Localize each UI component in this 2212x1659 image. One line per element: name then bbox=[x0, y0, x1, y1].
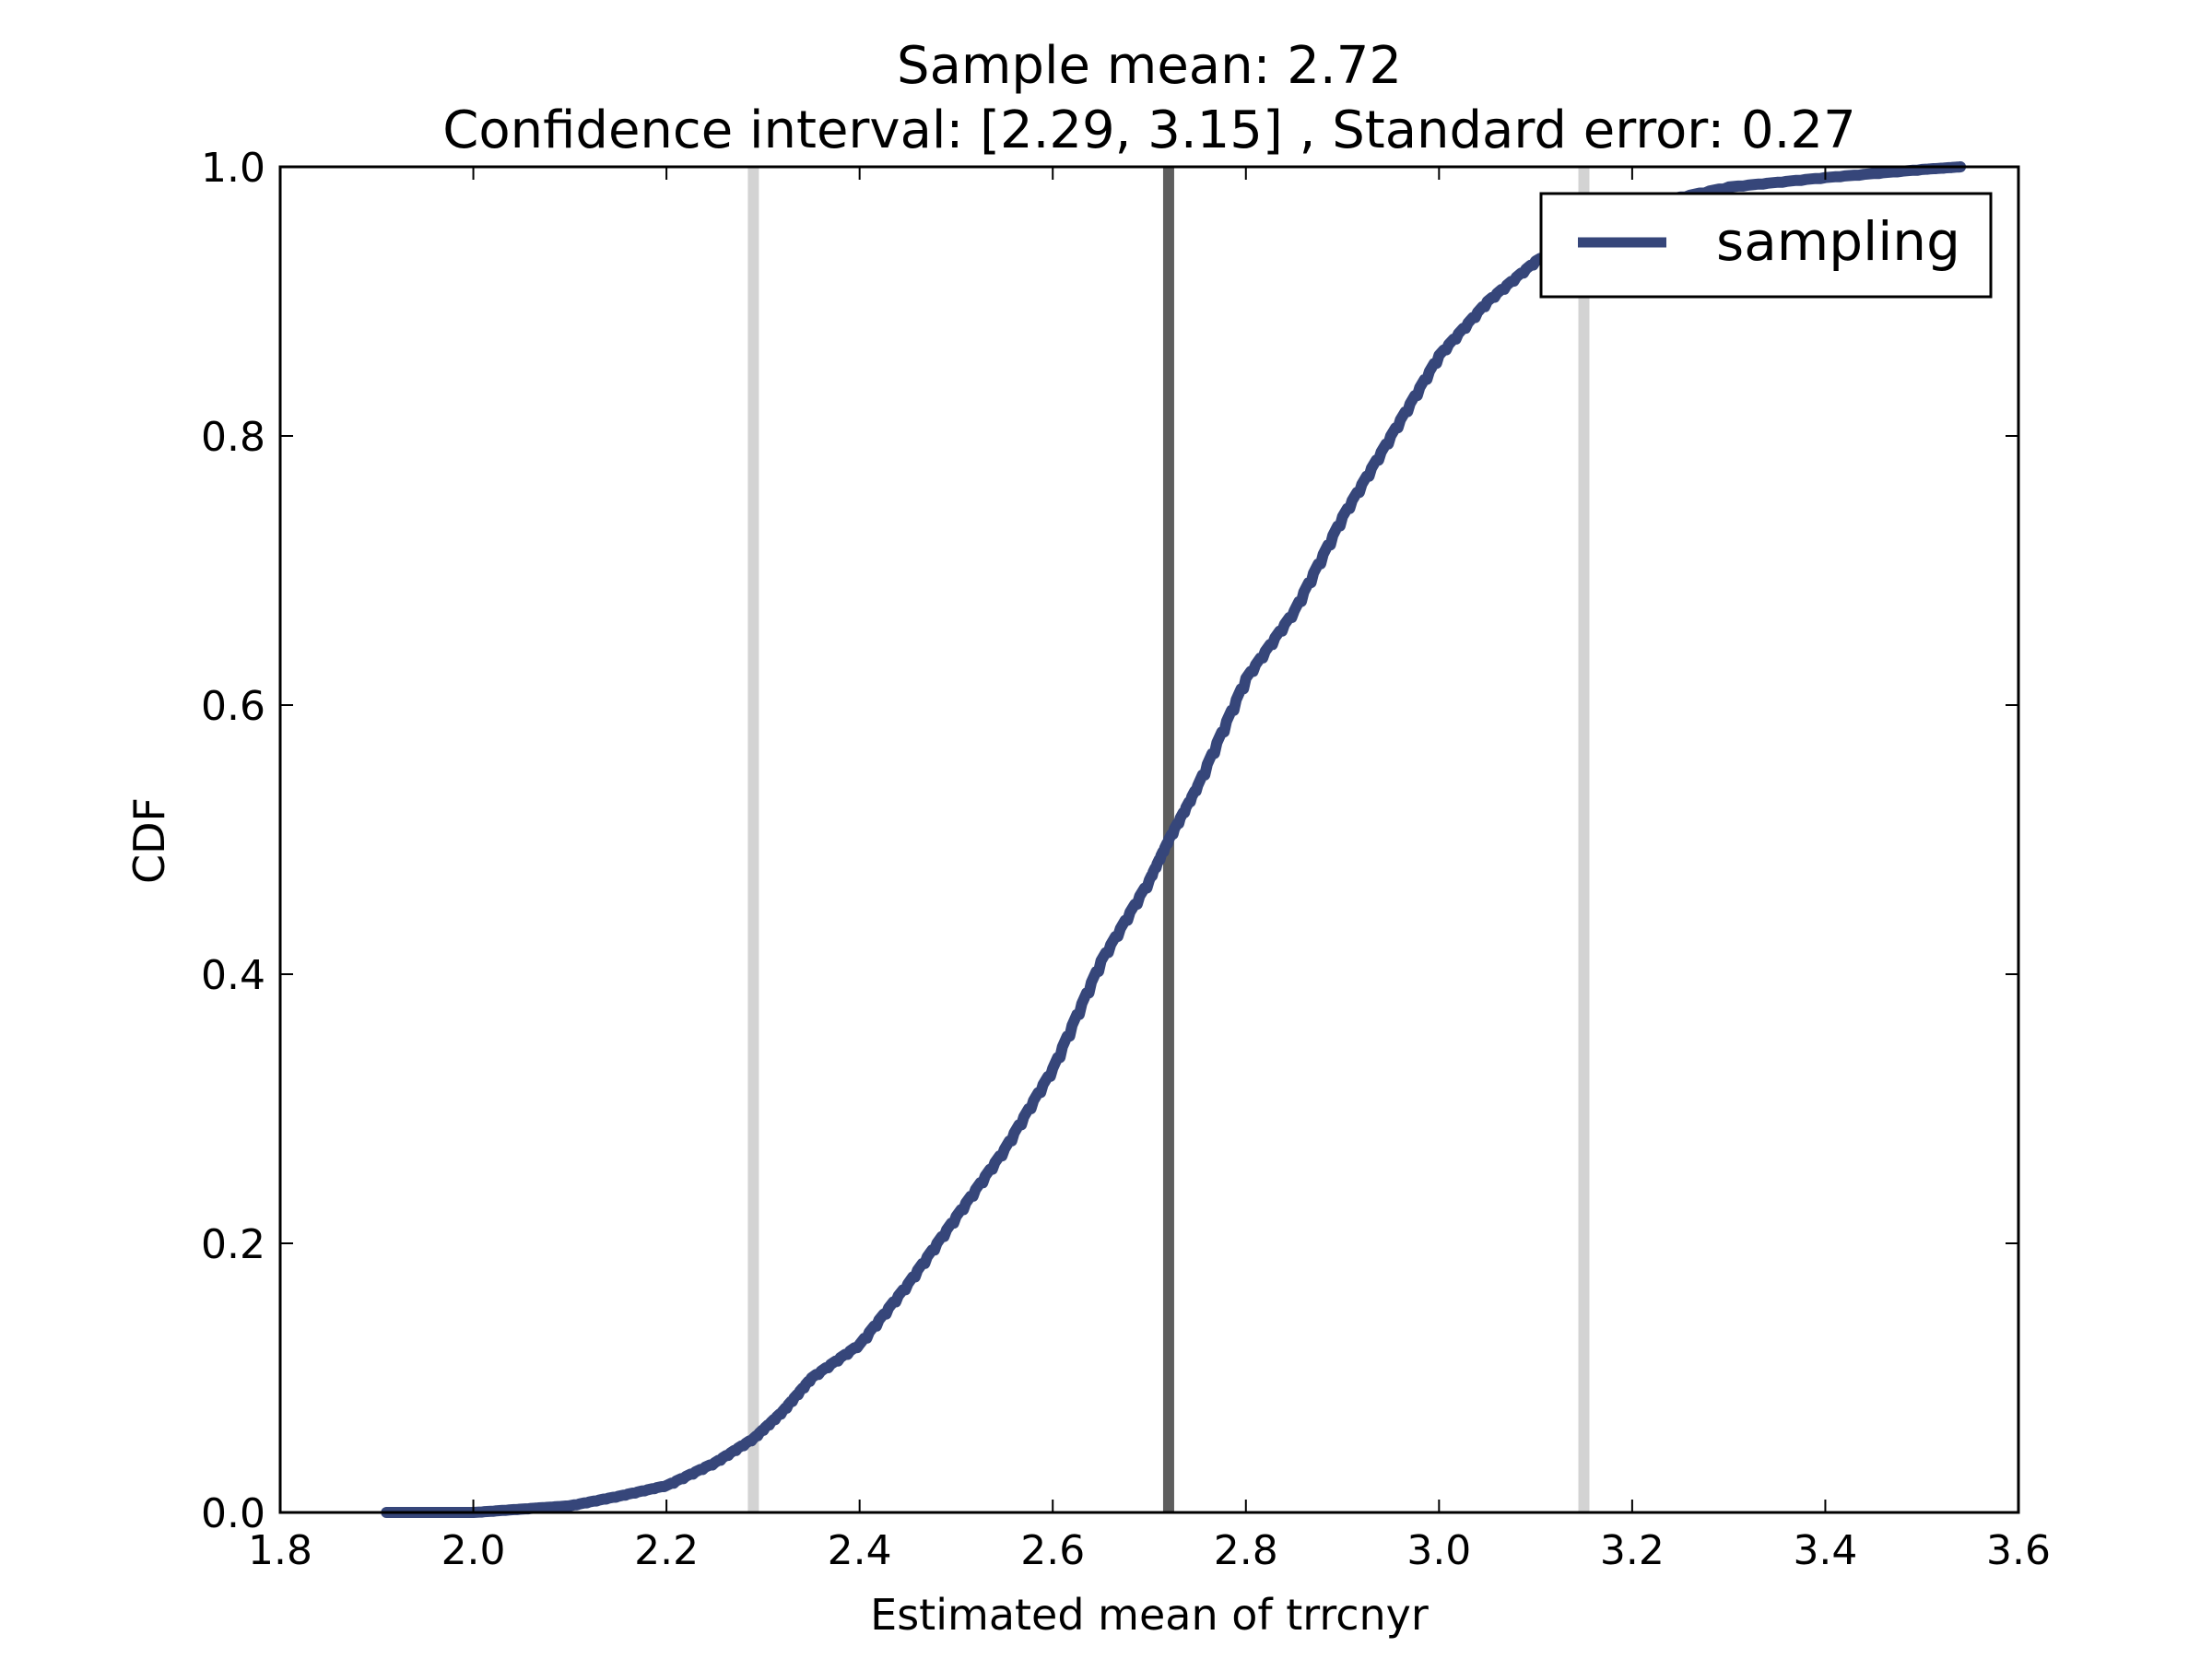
x-tick-label: 2.8 bbox=[1214, 1527, 1278, 1574]
x-tick-label: 3.4 bbox=[1793, 1527, 1857, 1574]
axis-ticks: 1.8 2.0 2.2 2.4 2.6 2.8 3.0 3.2 3.4 3.60.00.20.40… bbox=[201, 145, 2051, 1574]
legend: sampling bbox=[1541, 194, 1991, 297]
x-tick-label: 3.6 bbox=[1986, 1527, 2051, 1574]
x-tick-label: 3.2 bbox=[1600, 1527, 1665, 1574]
x-axis-label: Estimated mean of trrcnyr bbox=[870, 1590, 1429, 1640]
x-tick-label: 2.2 bbox=[634, 1527, 699, 1574]
x-tick-label: 2.4 bbox=[828, 1527, 892, 1574]
x-tick-label: 2.6 bbox=[1020, 1527, 1085, 1574]
y-tick-label: 0.2 bbox=[201, 1221, 265, 1268]
y-tick-label: 0.8 bbox=[201, 414, 265, 461]
x-tick-label: 3.0 bbox=[1406, 1527, 1471, 1574]
y-tick-label: 0.6 bbox=[201, 683, 265, 730]
plot-frame bbox=[280, 167, 2018, 1512]
chart-title-line2: Confidence interval: [2.29, 3.15] , Stan… bbox=[442, 100, 1855, 160]
x-tick-label: 2.0 bbox=[441, 1527, 506, 1574]
y-axis-label: CDF bbox=[124, 797, 174, 884]
y-tick-label: 0.4 bbox=[201, 952, 265, 999]
legend-label-sampling: sampling bbox=[1716, 210, 1960, 273]
chart-title-line1: Sample mean: 2.72 bbox=[897, 36, 1402, 96]
y-tick-label: 1.0 bbox=[201, 145, 265, 192]
y-tick-label: 0.0 bbox=[201, 1490, 265, 1537]
